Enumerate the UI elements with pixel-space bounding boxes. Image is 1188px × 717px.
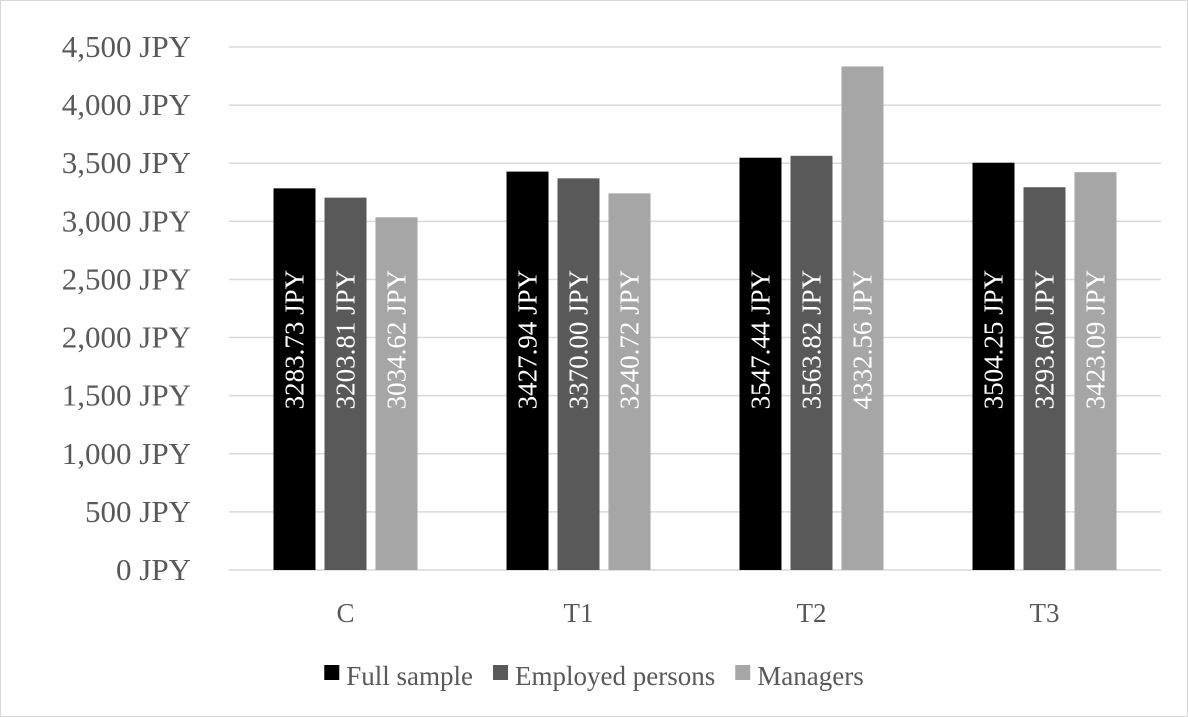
bar-data-label: 3240.72 JPY <box>615 270 645 410</box>
legend-swatch <box>493 665 509 680</box>
legend-item: Employed persons <box>493 661 715 691</box>
bar <box>841 66 884 570</box>
bar-data-label: 3203.81 JPY <box>331 270 361 410</box>
bar <box>375 217 418 570</box>
x-category-label: T1 <box>564 598 594 628</box>
x-category-label: C <box>336 598 354 628</box>
bar-data-label: 3547.44 JPY <box>746 270 776 410</box>
y-tick-label: 3,000 JPY <box>62 203 191 238</box>
x-category-label: T3 <box>1030 598 1060 628</box>
bar-data-label: 3427.94 JPY <box>513 270 543 410</box>
y-axis-tick-labels: 0 JPY 500 JPY 1,000 JPY 1,500 JPY 2,000 JPY 2… <box>62 29 191 587</box>
y-tick-label: 500 JPY <box>85 494 191 529</box>
legend-label: Employed persons <box>515 661 715 691</box>
legend-item: Full sample <box>324 661 473 691</box>
gridlines <box>229 46 1161 571</box>
x-category-label: T2 <box>797 598 827 628</box>
legend-item: Managers <box>735 661 864 691</box>
legend: Full sample Employed persons Managers <box>324 661 864 691</box>
y-tick-label: 4,000 JPY <box>62 87 191 122</box>
x-axis-category-labels: C T1 T2 T3 <box>336 598 1059 628</box>
bar-data-label: 3370.00 JPY <box>564 270 594 410</box>
bar <box>790 155 833 570</box>
bar <box>739 157 782 571</box>
bar <box>324 197 367 570</box>
bar <box>972 162 1015 570</box>
bar <box>557 178 600 570</box>
bar-data-label: 3034.62 JPY <box>382 270 412 410</box>
bar <box>273 188 316 570</box>
y-tick-label: 3,500 JPY <box>62 145 191 180</box>
bars <box>273 66 1117 571</box>
bar-data-label: 3423.09 JPY <box>1081 270 1111 410</box>
bar-data-labels: 3283.73 JPY 3203.81 JPY 3034.62 JPY 3427.94… <box>280 270 1111 410</box>
y-tick-label: 1,500 JPY <box>62 378 191 413</box>
y-tick-label: 2,500 JPY <box>62 261 191 296</box>
bar-data-label: 3504.25 JPY <box>979 270 1009 410</box>
legend-swatch <box>735 665 751 680</box>
y-tick-label: 0 JPY <box>116 552 191 587</box>
bar <box>1023 187 1066 570</box>
legend-label: Managers <box>757 661 863 691</box>
bar-data-label: 3283.73 JPY <box>280 270 310 410</box>
bar <box>608 193 651 570</box>
bar-data-label: 3563.82 JPY <box>797 270 827 410</box>
bar <box>506 171 549 570</box>
y-tick-label: 1,000 JPY <box>62 436 191 471</box>
legend-label: Full sample <box>346 661 473 691</box>
bar <box>1074 172 1117 570</box>
bar-data-label: 3293.60 JPY <box>1030 270 1060 410</box>
y-tick-label: 2,000 JPY <box>62 320 191 355</box>
bar-data-label: 4332.56 JPY <box>848 270 878 410</box>
y-tick-label: 4,500 JPY <box>62 29 191 64</box>
legend-swatch <box>324 665 340 680</box>
